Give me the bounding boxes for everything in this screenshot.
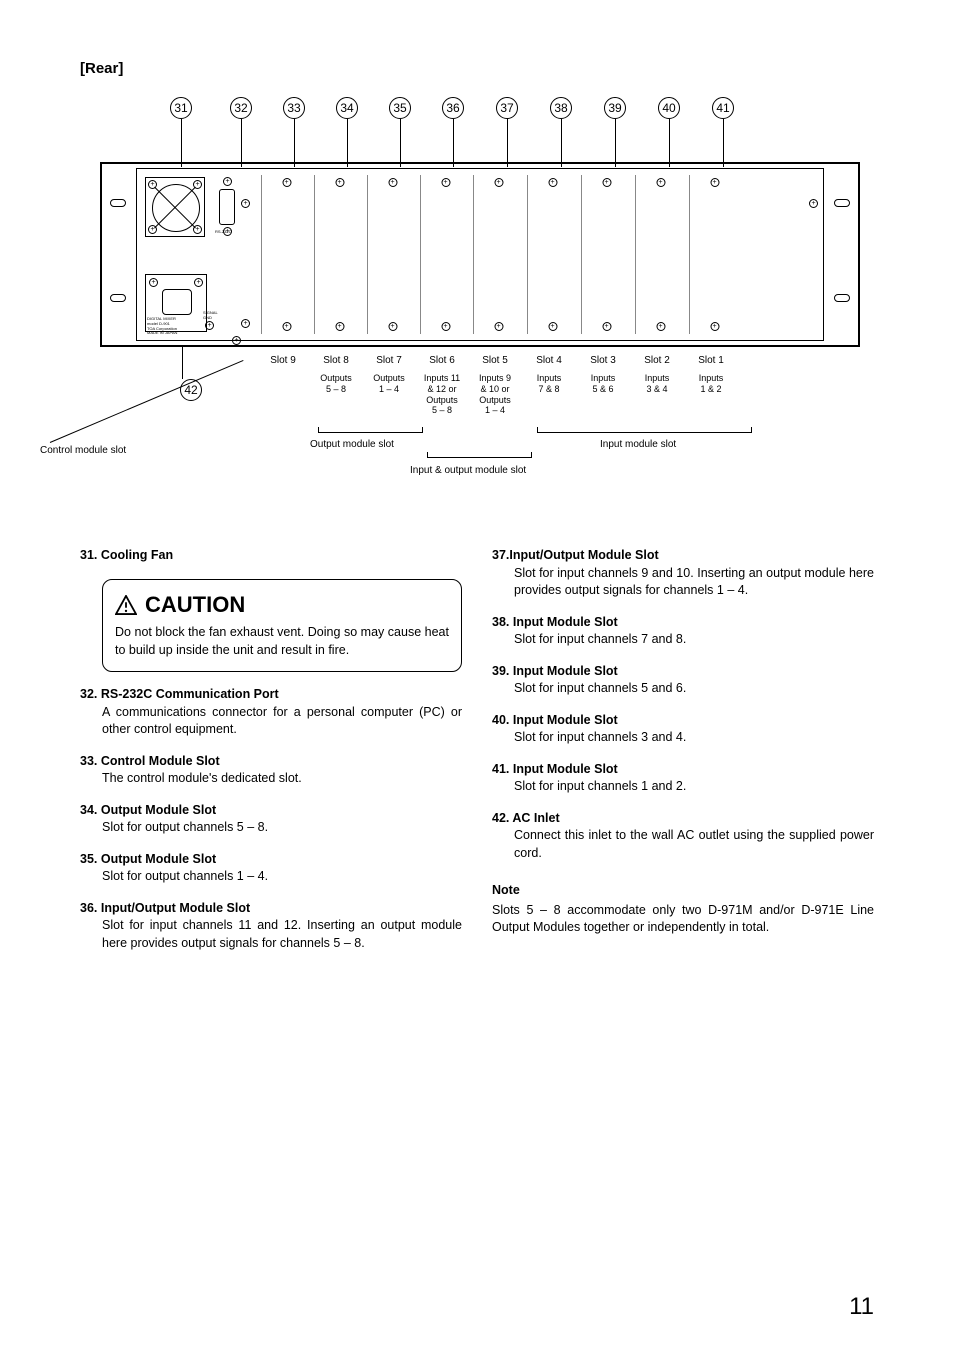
slot-sublabel: Inputs 3 & 4 xyxy=(632,373,682,395)
slot xyxy=(420,175,470,334)
left-column: 31. Cooling Fan CAUTION Do not block the… xyxy=(80,547,462,966)
callout-31: 31 xyxy=(170,97,192,119)
cooling-fan xyxy=(145,177,205,237)
slot xyxy=(581,175,631,334)
input-slot-label: Input module slot xyxy=(600,439,676,450)
slot-sublabel: Inputs 1 & 2 xyxy=(686,373,736,395)
rack-ear-hole xyxy=(834,199,850,207)
input-bracket xyxy=(537,427,752,433)
callout-34: 34 xyxy=(336,97,358,119)
description-columns: 31. Cooling Fan CAUTION Do not block the… xyxy=(80,547,874,966)
slot xyxy=(635,175,685,334)
output-slot-label: Output module slot xyxy=(310,439,394,450)
callout-35: 35 xyxy=(389,97,411,119)
rear-panel-diagram: 31 32 33 34 35 36 37 38 39 40 41 RS-232C xyxy=(100,97,860,517)
slot-name: Slot 7 xyxy=(364,355,414,366)
rs232-port xyxy=(219,189,235,225)
slot xyxy=(314,175,364,334)
rack-ear-hole xyxy=(110,294,126,302)
item-38: 38. Input Module Slot Slot for input cha… xyxy=(492,614,874,649)
signal-label: SIGNAL GND xyxy=(203,311,218,321)
panel-inner: RS-232C DIGITAL MIXER model D-901 TOA Co… xyxy=(136,168,824,341)
section-title: [Rear] xyxy=(80,60,874,77)
callout-39: 39 xyxy=(604,97,626,119)
slot-sublabel: Inputs 11 & 12 or Outputs 5 – 8 xyxy=(417,373,467,416)
slot xyxy=(367,175,417,334)
slot-name: Slot 4 xyxy=(524,355,574,366)
item-40: 40. Input Module Slot Slot for input cha… xyxy=(492,712,874,747)
rs232-label: RS-232C xyxy=(215,229,231,234)
slot-name: Slot 5 xyxy=(470,355,520,366)
callout-32: 32 xyxy=(230,97,252,119)
item-41: 41. Input Module Slot Slot for input cha… xyxy=(492,761,874,796)
slot xyxy=(527,175,577,334)
item-35: 35. Output Module Slot Slot for output c… xyxy=(80,851,462,886)
rear-panel-outline: RS-232C DIGITAL MIXER model D-901 TOA Co… xyxy=(100,162,860,347)
item-33: 33. Control Module Slot The control modu… xyxy=(80,753,462,788)
slot xyxy=(473,175,523,334)
ac-inlet xyxy=(162,289,192,315)
slot xyxy=(689,175,739,334)
control-slot-label: Control module slot xyxy=(40,445,126,456)
slot-name: Slot 6 xyxy=(417,355,467,366)
note-body: Slots 5 – 8 accommodate only two D-971M … xyxy=(492,902,874,937)
item-42: 42. AC Inlet Connect this inlet to the w… xyxy=(492,810,874,863)
slot-name: Slot 2 xyxy=(632,355,682,366)
callout-33: 33 xyxy=(283,97,305,119)
slot-sublabel: Inputs 9 & 10 or Outputs 1 – 4 xyxy=(470,373,520,416)
right-column: 37.Input/Output Module Slot Slot for inp… xyxy=(492,547,874,966)
rack-ear-hole xyxy=(834,294,850,302)
callout-40: 40 xyxy=(658,97,680,119)
rack-ear-hole xyxy=(110,199,126,207)
caution-title: CAUTION xyxy=(145,590,245,621)
slot-sublabel: Inputs 5 & 6 xyxy=(578,373,628,395)
note-block: Note Slots 5 – 8 accommodate only two D-… xyxy=(492,882,874,937)
slot-sublabel: Outputs 1 – 4 xyxy=(364,373,414,395)
slot-name: Slot 1 xyxy=(686,355,736,366)
callout-37: 37 xyxy=(496,97,518,119)
slot-name: Slot 8 xyxy=(311,355,361,366)
item-34: 34. Output Module Slot Slot for output c… xyxy=(80,802,462,837)
slot-sublabel: Outputs 5 – 8 xyxy=(311,373,361,395)
slot-name: Slot 9 xyxy=(258,355,308,366)
slot-sublabel: Inputs 7 & 8 xyxy=(524,373,574,395)
item-36: 36. Input/Output Module Slot Slot for in… xyxy=(80,900,462,953)
warning-icon xyxy=(115,595,137,615)
io-slot-label: Input & output module slot xyxy=(410,465,526,476)
item-37: 37.Input/Output Module Slot Slot for inp… xyxy=(492,547,874,600)
caution-box: CAUTION Do not block the fan exhaust ven… xyxy=(102,579,462,673)
io-bracket xyxy=(427,452,532,458)
slot-name: Slot 3 xyxy=(578,355,628,366)
item-31: 31. Cooling Fan xyxy=(80,547,462,565)
caution-body: Do not block the fan exhaust vent. Doing… xyxy=(115,624,449,659)
page-number: 11 xyxy=(849,1293,874,1321)
item-32: 32. RS-232C Communication Port A communi… xyxy=(80,686,462,739)
item-39: 39. Input Module Slot Slot for input cha… xyxy=(492,663,874,698)
mixer-label: DIGITAL MIXER model D-901 TOA Corporatio… xyxy=(147,317,177,336)
callout-36: 36 xyxy=(442,97,464,119)
callout-41: 41 xyxy=(712,97,734,119)
output-bracket xyxy=(318,427,423,433)
callout-38: 38 xyxy=(550,97,572,119)
note-title: Note xyxy=(492,882,874,900)
slot xyxy=(261,175,311,334)
